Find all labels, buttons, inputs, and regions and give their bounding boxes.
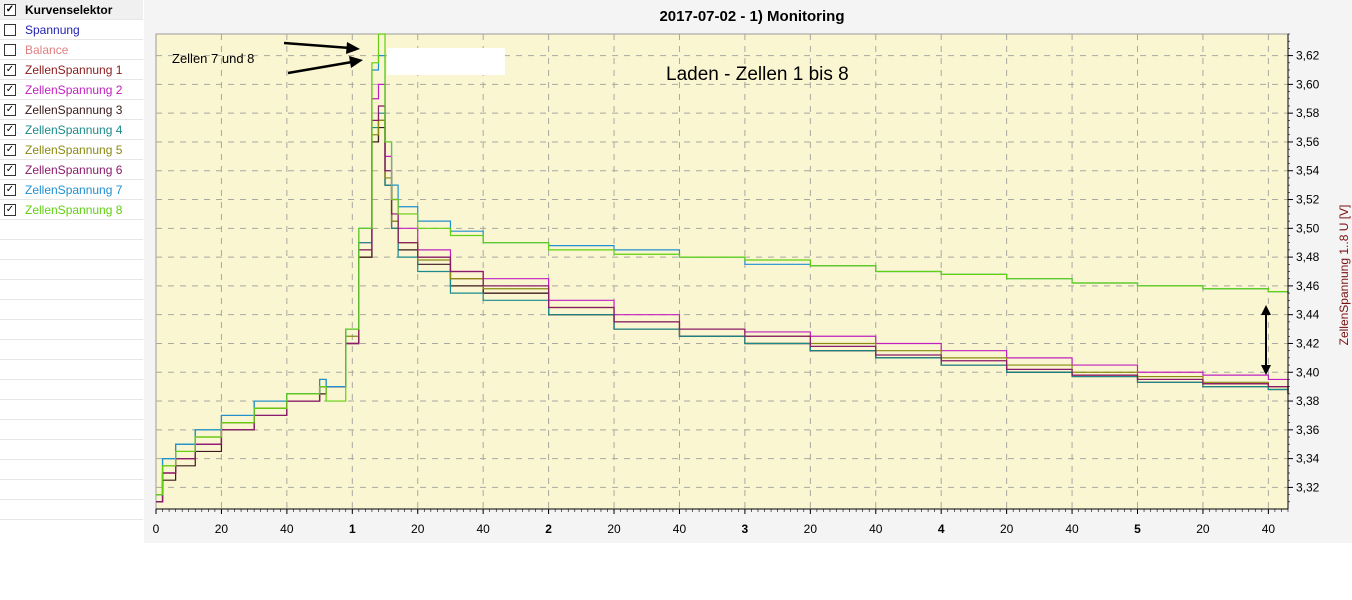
selector-item[interactable]: ✓ ZellenSpannung 1	[0, 60, 143, 80]
selector-item[interactable]: ✓ ZellenSpannung 8	[0, 200, 143, 220]
x-tick-label: 20	[411, 522, 425, 536]
x-tick-label: 40	[1065, 522, 1079, 536]
selector-item[interactable]: Spannung	[0, 20, 143, 40]
curve-selector-panel: ✓ Kurvenselektor Spannung Balance ✓ ZellenS…	[0, 0, 144, 524]
checkbox-checked[interactable]: ✓	[4, 84, 16, 96]
y-tick-label: 3,34	[1296, 452, 1320, 466]
x-tick-label: 40	[280, 522, 294, 536]
y-tick-label: 3,56	[1296, 135, 1320, 149]
x-tick-label: 40	[869, 522, 883, 536]
y-tick-label: 3,48	[1296, 250, 1320, 264]
y-tick-label: 3,36	[1296, 423, 1320, 437]
checkbox-unchecked[interactable]	[4, 44, 16, 56]
chart-panel: 2017-07-02 - 1) Monitoring Laden - Zelle…	[144, 0, 1352, 543]
selector-item[interactable]: ✓ ZellenSpannung 5	[0, 140, 143, 160]
checkbox-checked[interactable]: ✓	[4, 124, 16, 136]
x-tick-label: 40	[1262, 522, 1276, 536]
checkbox-checked[interactable]: ✓	[4, 184, 16, 196]
y-tick-label: 3,46	[1296, 279, 1320, 293]
y-tick-label: 3,58	[1296, 106, 1320, 120]
selector-item[interactable]: ✓ ZellenSpannung 4	[0, 120, 143, 140]
selector-empty-row	[0, 320, 143, 340]
x-tick-label: 20	[215, 522, 229, 536]
selector-empty-row	[0, 400, 143, 420]
y-tick-label: 3,38	[1296, 394, 1320, 408]
selector-empty-row	[0, 380, 143, 400]
y-tick-label: 3,42	[1296, 336, 1320, 350]
selector-empty-row	[0, 220, 143, 240]
x-tick-label: 20	[607, 522, 621, 536]
annotation-cells: Zellen 7 und 8	[172, 51, 254, 66]
arrow-to-peak-upper	[283, 41, 360, 54]
selector-item[interactable]: Balance	[0, 40, 143, 60]
checkbox-checked[interactable]: ✓	[4, 144, 16, 156]
arrow-to-peak-lower	[287, 56, 363, 75]
selector-empty-row	[0, 420, 143, 440]
x-tick-label: 0	[153, 522, 160, 536]
x-tick-label: 20	[1196, 522, 1210, 536]
annotation-main: Laden - Zellen 1 bis 8	[666, 64, 849, 85]
series-line-6	[156, 105, 1289, 503]
selector-item[interactable]: ✓ ZellenSpannung 2	[0, 80, 143, 100]
selector-empty-row	[0, 340, 143, 360]
x-tick-label: 2	[545, 522, 552, 536]
x-axis: 0 20 40 1 20 40 2 20 40 3 20 40 4 20 40 5 20 40	[153, 508, 1289, 536]
checkbox-checked[interactable]: ✓	[4, 64, 16, 76]
y-tick-label: 3,60	[1296, 77, 1320, 91]
chart-title: 2017-07-02 - 1) Monitoring	[659, 8, 844, 25]
selector-empty-row	[0, 460, 143, 480]
y-tick-label: 3,62	[1296, 49, 1320, 63]
selector-item-label: ZellenSpannung 7	[25, 183, 123, 197]
checkbox-checked[interactable]: ✓	[4, 204, 16, 216]
y-tick-label: 3,32	[1296, 480, 1320, 494]
selector-empty-row	[0, 280, 143, 300]
checkbox-checked[interactable]: ✓	[4, 164, 16, 176]
selector-item-label: ZellenSpannung 8	[25, 203, 123, 217]
selector-item-label: ZellenSpannung 2	[25, 83, 123, 97]
selector-item[interactable]: ✓ ZellenSpannung 3	[0, 100, 143, 120]
selector-item-label: ZellenSpannung 1	[25, 63, 123, 77]
chart-svg: 2017-07-02 - 1) Monitoring Laden - Zelle…	[153, 8, 1351, 536]
selector-empty-row	[0, 440, 143, 460]
y-axis-title: ZellenSpannung 1..8 U [V]	[1337, 205, 1351, 346]
x-tick-label: 1	[349, 522, 356, 536]
selector-item-label: Balance	[25, 43, 69, 57]
selector-item[interactable]: ✓ ZellenSpannung 6	[0, 160, 143, 180]
selector-header-checkbox[interactable]: ✓	[4, 4, 16, 16]
x-tick-label: 20	[1000, 522, 1014, 536]
white-box	[387, 48, 505, 75]
y-tick-label: 3,40	[1296, 365, 1320, 379]
plot-area	[155, 33, 1289, 510]
selector-item[interactable]: ✓ ZellenSpannung 7	[0, 180, 143, 200]
selector-empty-row	[0, 500, 143, 520]
selector-empty-row	[0, 360, 143, 380]
selector-empty-row	[0, 480, 143, 500]
y-tick-label: 3,50	[1296, 221, 1320, 235]
selector-empty-row	[0, 300, 143, 320]
y-tick-label: 3,54	[1296, 164, 1320, 178]
y-axis: 3,32 3,34 3,36 3,38 3,40 3,42 3,44 3,46 3,48 3,50…	[1287, 33, 1320, 509]
selector-item-label: ZellenSpannung 4	[25, 123, 123, 137]
checkbox-checked[interactable]: ✓	[4, 104, 16, 116]
y-tick-label: 3,44	[1296, 308, 1320, 322]
checkbox-unchecked[interactable]	[4, 24, 16, 36]
x-tick-label: 4	[938, 522, 945, 536]
selector-item-label: ZellenSpannung 6	[25, 163, 123, 177]
x-tick-label: 40	[673, 522, 687, 536]
selector-item-label: ZellenSpannung 3	[25, 103, 123, 117]
selector-empty-row	[0, 260, 143, 280]
selector-header-label: Kurvenselektor	[25, 3, 113, 17]
selector-item-label: ZellenSpannung 5	[25, 143, 123, 157]
selector-empty-row	[0, 240, 143, 260]
selector-item-label: Spannung	[25, 23, 80, 37]
x-tick-label: 5	[1134, 522, 1141, 536]
x-tick-label: 3	[742, 522, 749, 536]
series-group	[156, 33, 1289, 503]
y-tick-label: 3,52	[1296, 193, 1320, 207]
x-tick-label: 20	[804, 522, 818, 536]
selector-header[interactable]: ✓ Kurvenselektor	[0, 0, 143, 20]
double-arrow-difference	[1261, 305, 1271, 375]
series-line-8	[156, 33, 1289, 496]
x-tick-label: 40	[476, 522, 490, 536]
